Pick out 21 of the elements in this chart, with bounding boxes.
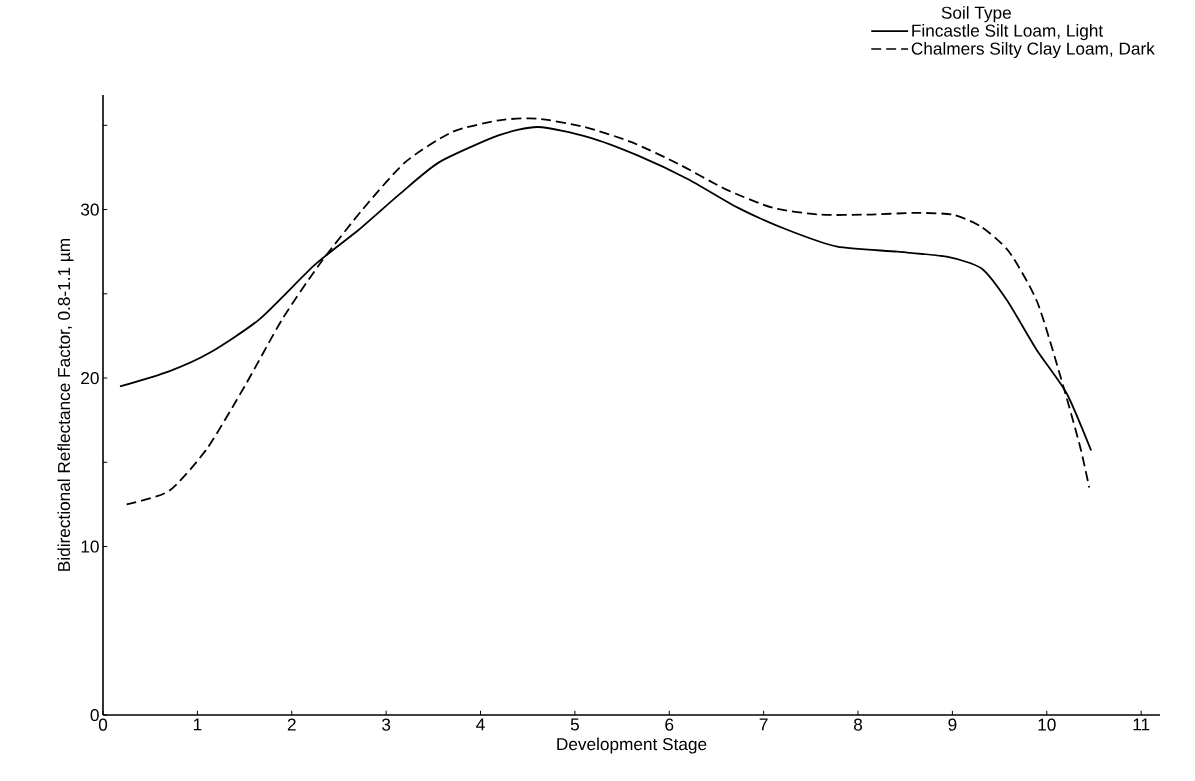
y-tick-label: 0 <box>90 708 99 722</box>
x-axis-title: Development Stage <box>557 737 707 754</box>
x-tick-label: 7 <box>759 718 768 731</box>
y-tick-label: 30 <box>80 203 99 216</box>
y-tick-label: 10 <box>81 540 99 553</box>
y-tick-label: 20 <box>81 371 99 385</box>
x-tick-label: 6 <box>665 718 674 731</box>
x-tick-label: 11 <box>1133 718 1150 731</box>
x-tick-label: 5 <box>570 718 579 731</box>
legend-label: Chalmers Silty Clay Loam, Dark <box>911 42 1155 59</box>
legend-title: Soil Type <box>941 6 1011 23</box>
x-tick-label: 10 <box>1038 718 1056 731</box>
x-tick-label: 4 <box>476 718 485 731</box>
x-tick-label: 8 <box>853 718 863 731</box>
x-tick-label: 1 <box>193 718 202 731</box>
legend-label: Fincastle Silt Loam, Light <box>912 24 1104 41</box>
x-tick-label: 3 <box>382 718 391 731</box>
x-tick-label: 9 <box>948 718 957 731</box>
x-tick-label: 2 <box>287 718 296 731</box>
y-axis-title: Bidirectional Reflectance Factor, 0.8-1.1 µm <box>57 239 74 571</box>
x-tick-label: 0 <box>98 718 108 731</box>
